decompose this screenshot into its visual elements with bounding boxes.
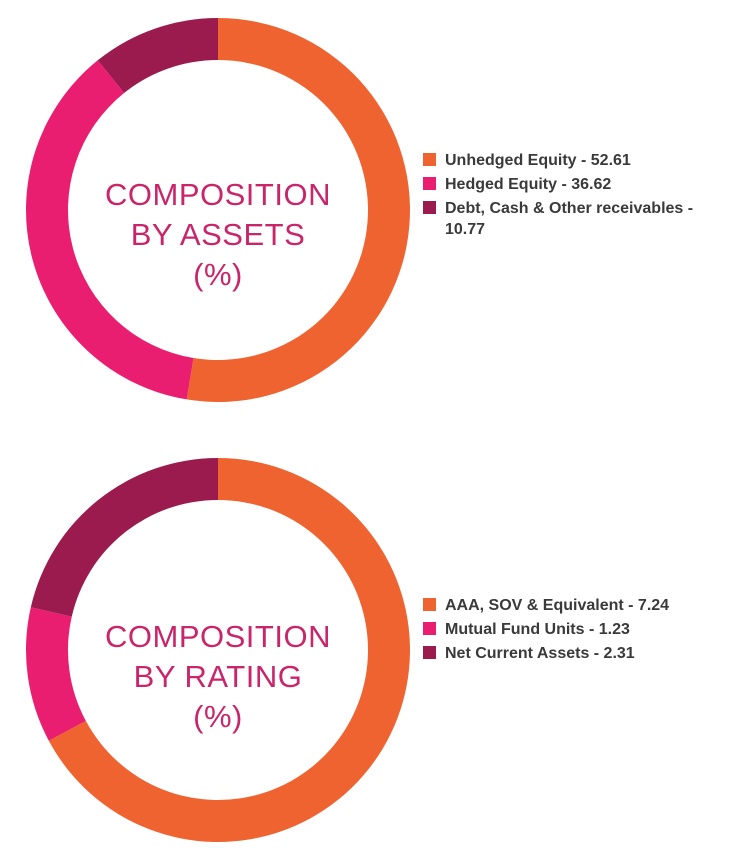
legend-label: Debt, Cash & Other receivables - 10.77 — [445, 200, 694, 238]
assets-slice-1 — [186, 18, 410, 402]
legend-swatch-orange — [423, 598, 436, 611]
assets-center-label: COMPOSITION BY ASSETS (%) — [68, 175, 368, 295]
legend-item-hedged-equity: Hedged Equity - 36.62 — [423, 174, 735, 195]
legend-swatch-pink — [423, 622, 436, 635]
assets-center-line-2: BY ASSETS — [130, 217, 306, 252]
legend-label: Unhedged Equity - 52.61 — [445, 152, 631, 169]
legend-swatch-orange — [423, 153, 436, 166]
assets-center-line-3: (%) — [193, 257, 243, 292]
assets-center-line-1: COMPOSITION — [105, 177, 331, 212]
rating-center-label: COMPOSITION BY RATING (%) — [68, 617, 368, 737]
legend-label: Mutual Fund Units - 1.23 — [445, 621, 630, 638]
assets-composition-chart: COMPOSITION BY ASSETS (%) Unhedged Equit… — [0, 0, 744, 420]
assets-donut — [25, 18, 410, 402]
legend-label: AAA, SOV & Equivalent - 7.24 — [445, 597, 670, 614]
rating-slice-2 — [25, 607, 86, 741]
legend-label: Net Current Assets - 2.31 — [445, 645, 635, 662]
assets-slice-3 — [97, 18, 218, 94]
legend-item-net-current: Net Current Assets - 2.31 — [423, 643, 735, 664]
legend-swatch-maroon — [423, 646, 436, 659]
legend-item-aaa-sov: AAA, SOV & Equivalent - 7.24 — [423, 595, 735, 616]
rating-center-line-2: BY RATING — [133, 659, 303, 694]
legend-item-unhedged-equity: Unhedged Equity - 52.61 — [423, 150, 735, 171]
rating-slice-3 — [30, 458, 218, 617]
rating-composition-chart: COMPOSITION BY RATING (%) AAA, SOV & Equ… — [0, 440, 744, 860]
legend-swatch-maroon — [423, 201, 436, 214]
rating-center-line-1: COMPOSITION — [105, 619, 331, 654]
rating-legend: AAA, SOV & Equivalent - 7.24 Mutual Fund… — [423, 595, 735, 667]
assets-slice-2 — [25, 60, 194, 400]
rating-center-line-3: (%) — [193, 699, 243, 734]
legend-swatch-pink — [423, 177, 436, 190]
rating-donut — [25, 458, 410, 842]
legend-label: Hedged Equity - 36.62 — [445, 176, 612, 193]
legend-item-debt-cash: Debt, Cash & Other receivables - 10.77 — [423, 198, 735, 240]
legend-item-mutual-fund: Mutual Fund Units - 1.23 — [423, 619, 735, 640]
assets-legend: Unhedged Equity - 52.61 Hedged Equity - … — [423, 150, 735, 243]
